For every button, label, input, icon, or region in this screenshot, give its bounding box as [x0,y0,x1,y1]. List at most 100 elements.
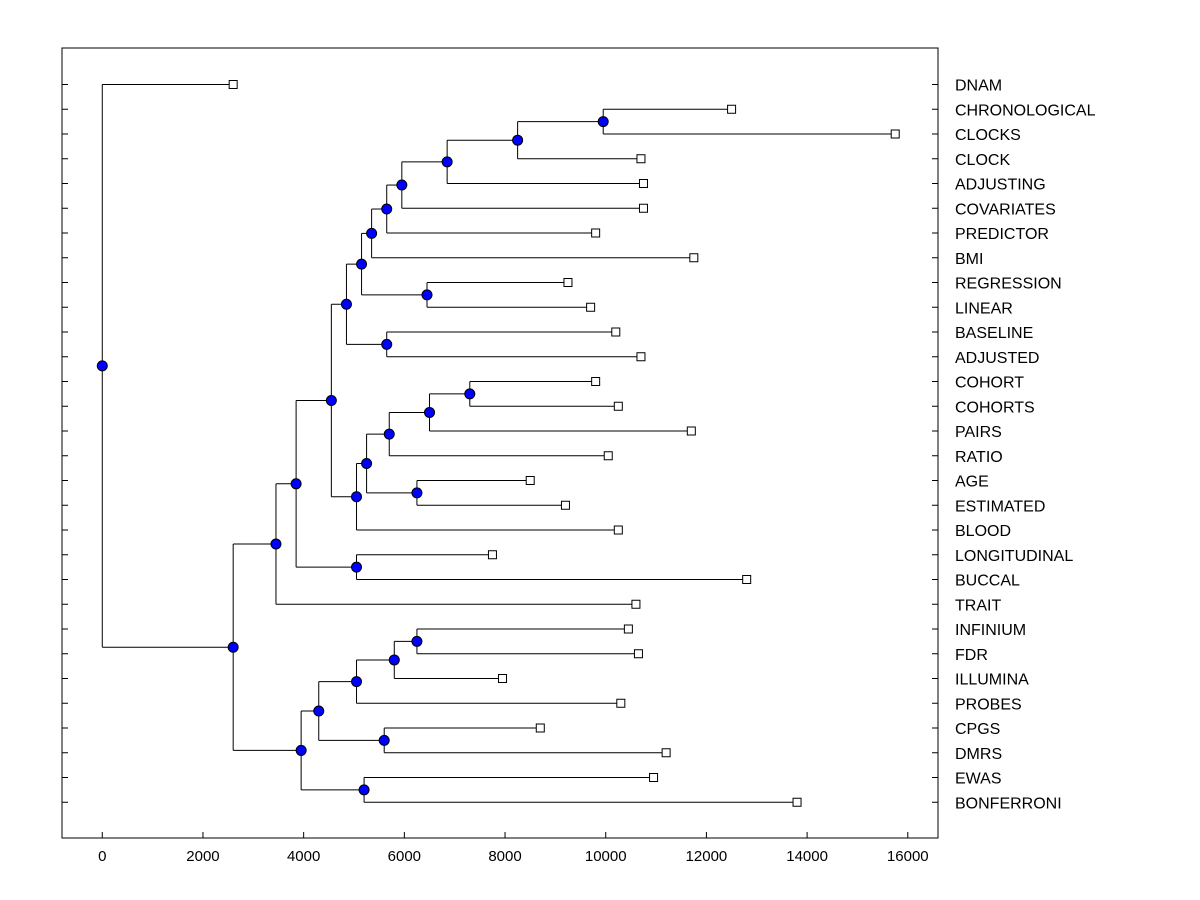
leaf-label: COHORT [955,375,1024,392]
plot-frame [61,47,939,839]
x-tick-label: 0 [98,848,106,865]
internal-node-n16 [351,491,363,503]
leaf-label: INFINIUM [955,622,1026,639]
internal-node-n27 [295,744,307,756]
internal-node-n10 [340,298,352,310]
leaf-marker [742,575,752,584]
leaf-marker [591,228,601,238]
leaf-label: LINEAR [955,300,1013,317]
internal-node-n26 [358,784,370,796]
leaf-label: DMRS [955,746,1002,763]
internal-node-n4 [396,179,408,191]
internal-node-n29 [96,360,108,372]
internal-node-n23 [351,676,363,688]
leaf-marker [616,698,626,708]
leaf-label: BUCCAL [955,573,1020,590]
internal-node-n8 [356,258,368,270]
leaf-label: PAIRS [955,424,1002,441]
leaf-marker [535,723,545,733]
leaf-marker [638,203,648,213]
internal-node-n14 [411,487,423,499]
leaf-label: PREDICTOR [955,226,1049,243]
x-tick-label: 2000 [186,848,219,865]
x-tick-label: 10000 [585,848,627,865]
leaf-marker [636,352,646,362]
internal-node-n24 [378,734,390,746]
leaf-label: ILLUMINA [955,672,1029,689]
leaf-label: TRAIT [955,597,1001,614]
leaf-label: FDR [955,647,988,664]
leaf-label: BLOOD [955,523,1011,540]
internal-node-n5 [381,203,393,215]
leaf-marker [603,451,613,461]
internal-node-n12 [424,406,436,418]
leaf-marker [636,154,646,164]
internal-node-n15 [361,457,373,469]
internal-node-n3 [441,156,453,168]
leaf-marker [623,624,633,634]
internal-nodes [96,116,609,796]
leaf-label: DNAM [955,78,1002,95]
x-axis-ticks: 0 2000 4000 6000 8000 10000 12000 14000 16000 [98,832,929,865]
leaf-marker [228,80,238,89]
internal-node-n19 [290,478,302,490]
internal-node-n22 [388,654,400,666]
internal-node-n11 [464,388,476,400]
leaf-marker [890,129,900,139]
leaf-label: RATIO [955,449,1003,466]
x-tick-label: 8000 [488,848,521,865]
leaf-marker [638,179,648,188]
leaf-marker [525,476,535,485]
leaf-marker [498,674,508,683]
internal-node-n18 [351,561,363,573]
leaf-marker [563,278,573,287]
leaf-marker [631,599,641,609]
leaf-label: BASELINE [955,325,1033,342]
internal-node-n21 [411,635,423,647]
x-tick-label: 16000 [887,848,929,865]
leaf-label: COVARIATES [955,201,1056,218]
x-tick-label: 6000 [388,848,421,865]
leaf-marker [661,748,671,758]
leaf-label: EWAS [955,771,1002,788]
leaf-marker [586,302,596,312]
y-tick-marks [62,84,938,803]
leaf-marker [633,649,643,659]
dendrogram-links [101,84,896,803]
leaf-markers [228,80,900,807]
internal-node-n20 [270,538,282,550]
leaf-marker [560,500,570,510]
leaf-marker [613,525,623,535]
leaf-marker [591,377,601,386]
leaf-marker [613,401,623,411]
internal-node-n6 [366,227,378,239]
leaf-label: CLOCK [955,152,1010,169]
leaf-label: LONGITUDINAL [955,548,1073,565]
internal-node-n17 [325,394,337,406]
leaf-label: CLOCKS [955,127,1021,144]
leaf-label: CPGS [955,721,1000,738]
leaf-label: REGRESSION [955,276,1062,293]
leaf-label: ADJUSTED [955,350,1039,367]
internal-node-n7 [421,289,433,301]
internal-node-n1 [597,116,609,128]
leaf-marker [689,253,699,263]
leaf-label: AGE [955,474,989,491]
x-tick-label: 4000 [287,848,320,865]
x-tick-label: 12000 [686,848,728,865]
internal-node-n13 [383,428,395,440]
leaf-label: ADJUSTING [955,177,1046,194]
leaf-label: BMI [955,251,983,268]
leaf-marker [649,773,659,782]
leaf-marker [686,426,696,436]
leaf-label: ESTIMATED [955,498,1045,515]
internal-node-n25 [313,705,325,717]
leaf-label: PROBES [955,696,1022,713]
leaf-label: CHRONOLOGICAL [955,102,1096,119]
internal-node-n28 [227,641,239,653]
leaf-marker [727,104,737,114]
leaf-label: BONFERRONI [955,795,1062,812]
leaf-labels: DNAM CHRONOLOGICAL CLOCKS CLOCK ADJUSTING COV… [955,78,1096,813]
internal-node-n9 [381,338,393,350]
